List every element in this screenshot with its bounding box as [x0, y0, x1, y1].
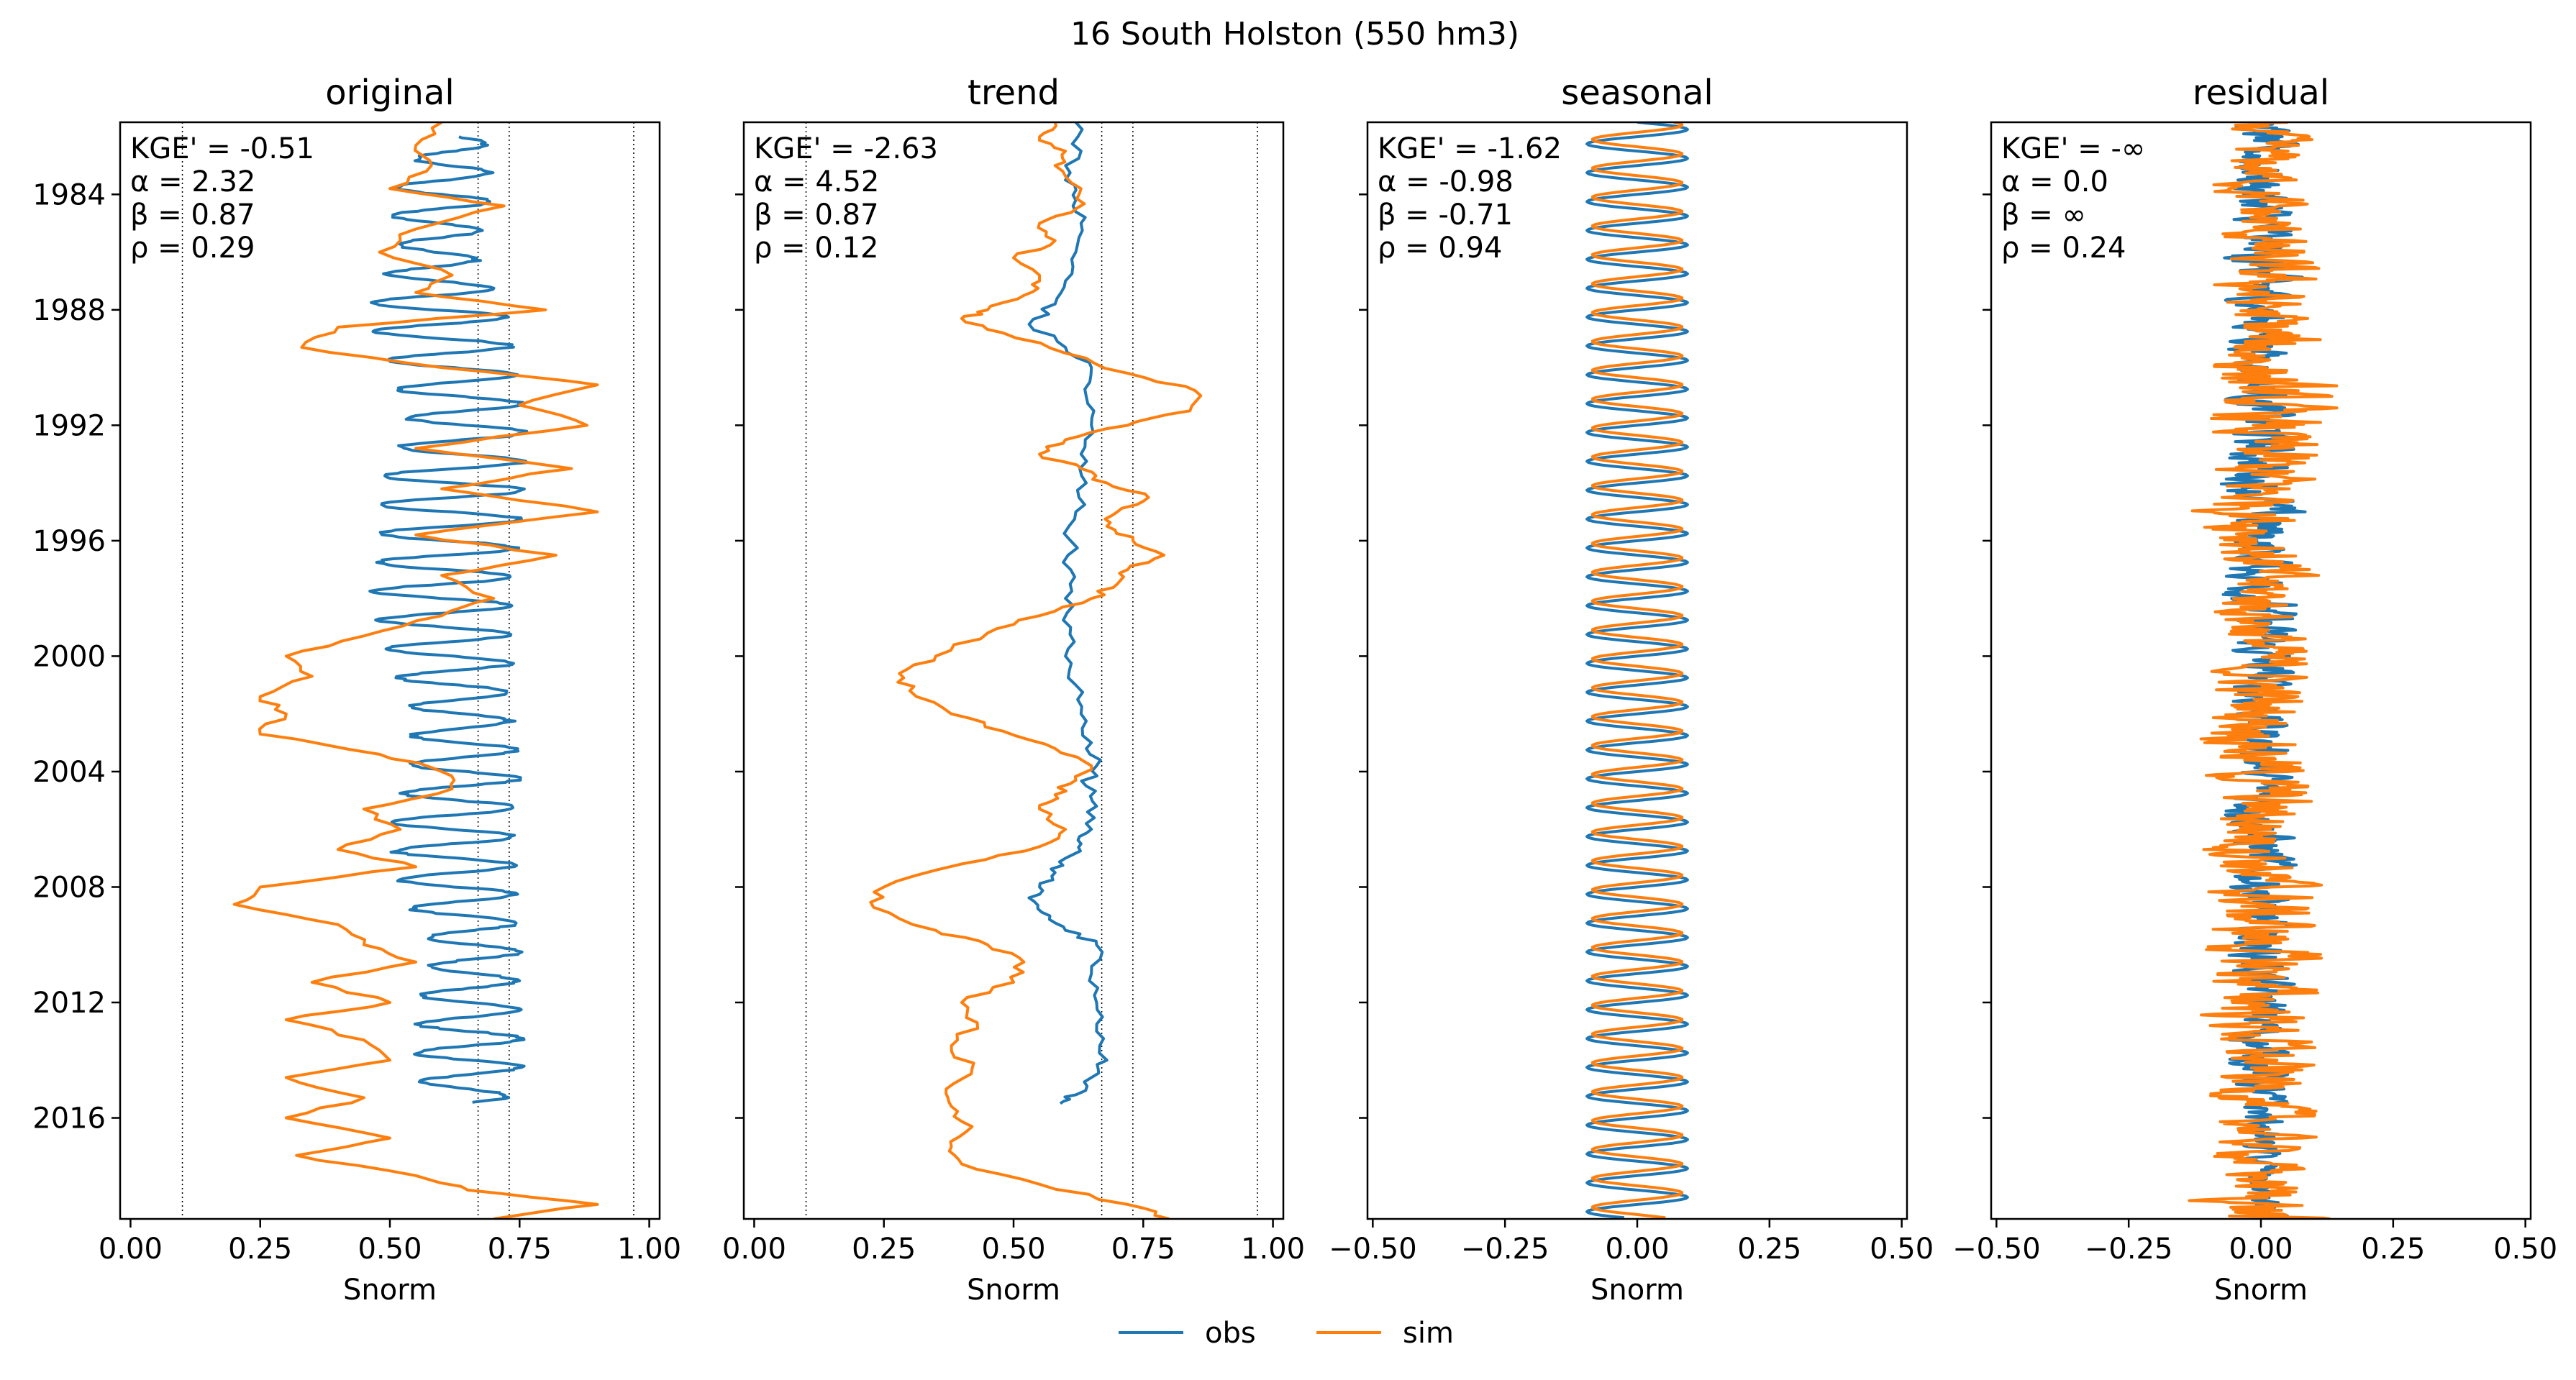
- x-tick-label: −0.50: [1952, 1233, 2041, 1266]
- panel-trend: trend 0.00 0.25 0.50 0.75 1.00 Snorm KGE' = -2.…: [722, 73, 1305, 1307]
- x-tick-label: 0.50: [1870, 1233, 1934, 1266]
- series-sim-line: [2188, 122, 2339, 1219]
- series-obs-line: [368, 135, 529, 1104]
- series-sim-line: [869, 122, 1203, 1219]
- panels: original 0.00 0.25 0.50 0.75 1.00 Snorm 1984 198…: [32, 73, 2557, 1307]
- series-obs-line: [1027, 122, 1109, 1105]
- panel-series: [869, 122, 1203, 1219]
- panel-title: trend: [968, 73, 1060, 113]
- x-tick-label: −0.25: [2085, 1233, 2173, 1266]
- y-tick-label: 1984: [32, 178, 106, 211]
- panel-residual: residual −0.50 −0.25 0.00 0.25 0.50 Snorm KGE' …: [1952, 73, 2557, 1307]
- x-tick-label: 0.00: [1605, 1233, 1669, 1266]
- x-tick-label: 0.25: [1737, 1233, 1801, 1266]
- metric-annotation: ρ = 0.94: [1378, 232, 1502, 265]
- legend: obs sim: [1119, 1317, 1454, 1350]
- x-tick-label: −0.50: [1329, 1233, 1417, 1266]
- x-tick-label: −0.25: [1461, 1233, 1549, 1266]
- metric-annotation: α = -0.98: [1378, 165, 1514, 198]
- metric-annotation: KGE' = -1.62: [1378, 132, 1562, 165]
- panel-title: residual: [2193, 73, 2329, 113]
- panel-seasonal: seasonal −0.50 −0.25 0.00 0.25 0.50 Snorm KGE' …: [1329, 73, 1934, 1307]
- y-tick-label: 2004: [32, 756, 106, 789]
- panel-series: [1585, 122, 1689, 1219]
- x-axis-label: Snorm: [2214, 1274, 2308, 1307]
- series-sim-line: [232, 122, 599, 1219]
- metric-annotation: β = -0.71: [1378, 198, 1513, 232]
- metric-annotation: β = 0.87: [754, 198, 879, 232]
- panel-original: original 0.00 0.25 0.50 0.75 1.00 Snorm 1984 198…: [32, 73, 681, 1307]
- metric-annotation: KGE' = -2.63: [754, 132, 938, 165]
- metric-annotation: β = 0.87: [130, 198, 255, 232]
- x-tick-label: 1.00: [1241, 1233, 1305, 1266]
- x-axis-label: Snorm: [967, 1274, 1060, 1307]
- x-tick-label: 0.75: [1111, 1233, 1175, 1266]
- figure-suptitle: 16 South Holston (550 hm3): [1070, 16, 1519, 52]
- x-tick-label: 0.25: [852, 1233, 916, 1266]
- panel-series: [2188, 122, 2339, 1219]
- x-tick-label: 0.25: [2361, 1233, 2425, 1266]
- x-axis-label: Snorm: [343, 1274, 437, 1307]
- metric-annotation: KGE' = -0.51: [130, 132, 314, 165]
- x-tick-label: 0.50: [2493, 1233, 2557, 1266]
- series-obs-line: [1585, 122, 1689, 1219]
- metric-annotation: α = 2.32: [130, 165, 255, 198]
- metric-annotation: ρ = 0.24: [2001, 232, 2126, 265]
- metric-annotation: α = 4.52: [754, 165, 879, 198]
- panel-frame: [119, 121, 661, 1220]
- y-tick-label: 1992: [32, 409, 106, 442]
- metric-annotation: ρ = 0.12: [754, 232, 878, 265]
- x-tick-label: 0.50: [358, 1233, 422, 1266]
- x-tick-label: 1.00: [617, 1233, 681, 1266]
- y-tick-label: 2012: [32, 987, 106, 1020]
- x-tick-label: 0.25: [228, 1233, 292, 1266]
- x-tick-label: 0.00: [99, 1233, 163, 1266]
- y-tick-label: 2000: [32, 640, 106, 673]
- y-tick-label: 2008: [32, 871, 106, 904]
- series-sim-line: [1590, 122, 1684, 1219]
- panel-title: seasonal: [1561, 73, 1713, 113]
- metric-annotation: ρ = 0.29: [130, 232, 255, 265]
- x-tick-label: 0.00: [722, 1233, 786, 1266]
- metric-annotation: β = ∞: [2001, 198, 2086, 232]
- x-tick-label: 0.75: [488, 1233, 552, 1266]
- x-axis-label: Snorm: [1590, 1274, 1684, 1307]
- y-tick-label: 2016: [32, 1102, 106, 1135]
- panel-title: original: [325, 73, 454, 113]
- panel-series: [232, 122, 599, 1219]
- x-tick-label: 0.50: [981, 1233, 1045, 1266]
- panel-frame: [742, 121, 1285, 1220]
- legend-obs-label: obs: [1205, 1317, 1256, 1350]
- legend-sim-label: sim: [1403, 1317, 1454, 1350]
- metric-annotation: α = 0.0: [2001, 165, 2108, 198]
- y-tick-label: 1996: [32, 525, 106, 558]
- y-tick-label: 1988: [32, 294, 106, 327]
- x-tick-label: 0.00: [2229, 1233, 2293, 1266]
- metric-annotation: KGE' = -∞: [2001, 132, 2145, 165]
